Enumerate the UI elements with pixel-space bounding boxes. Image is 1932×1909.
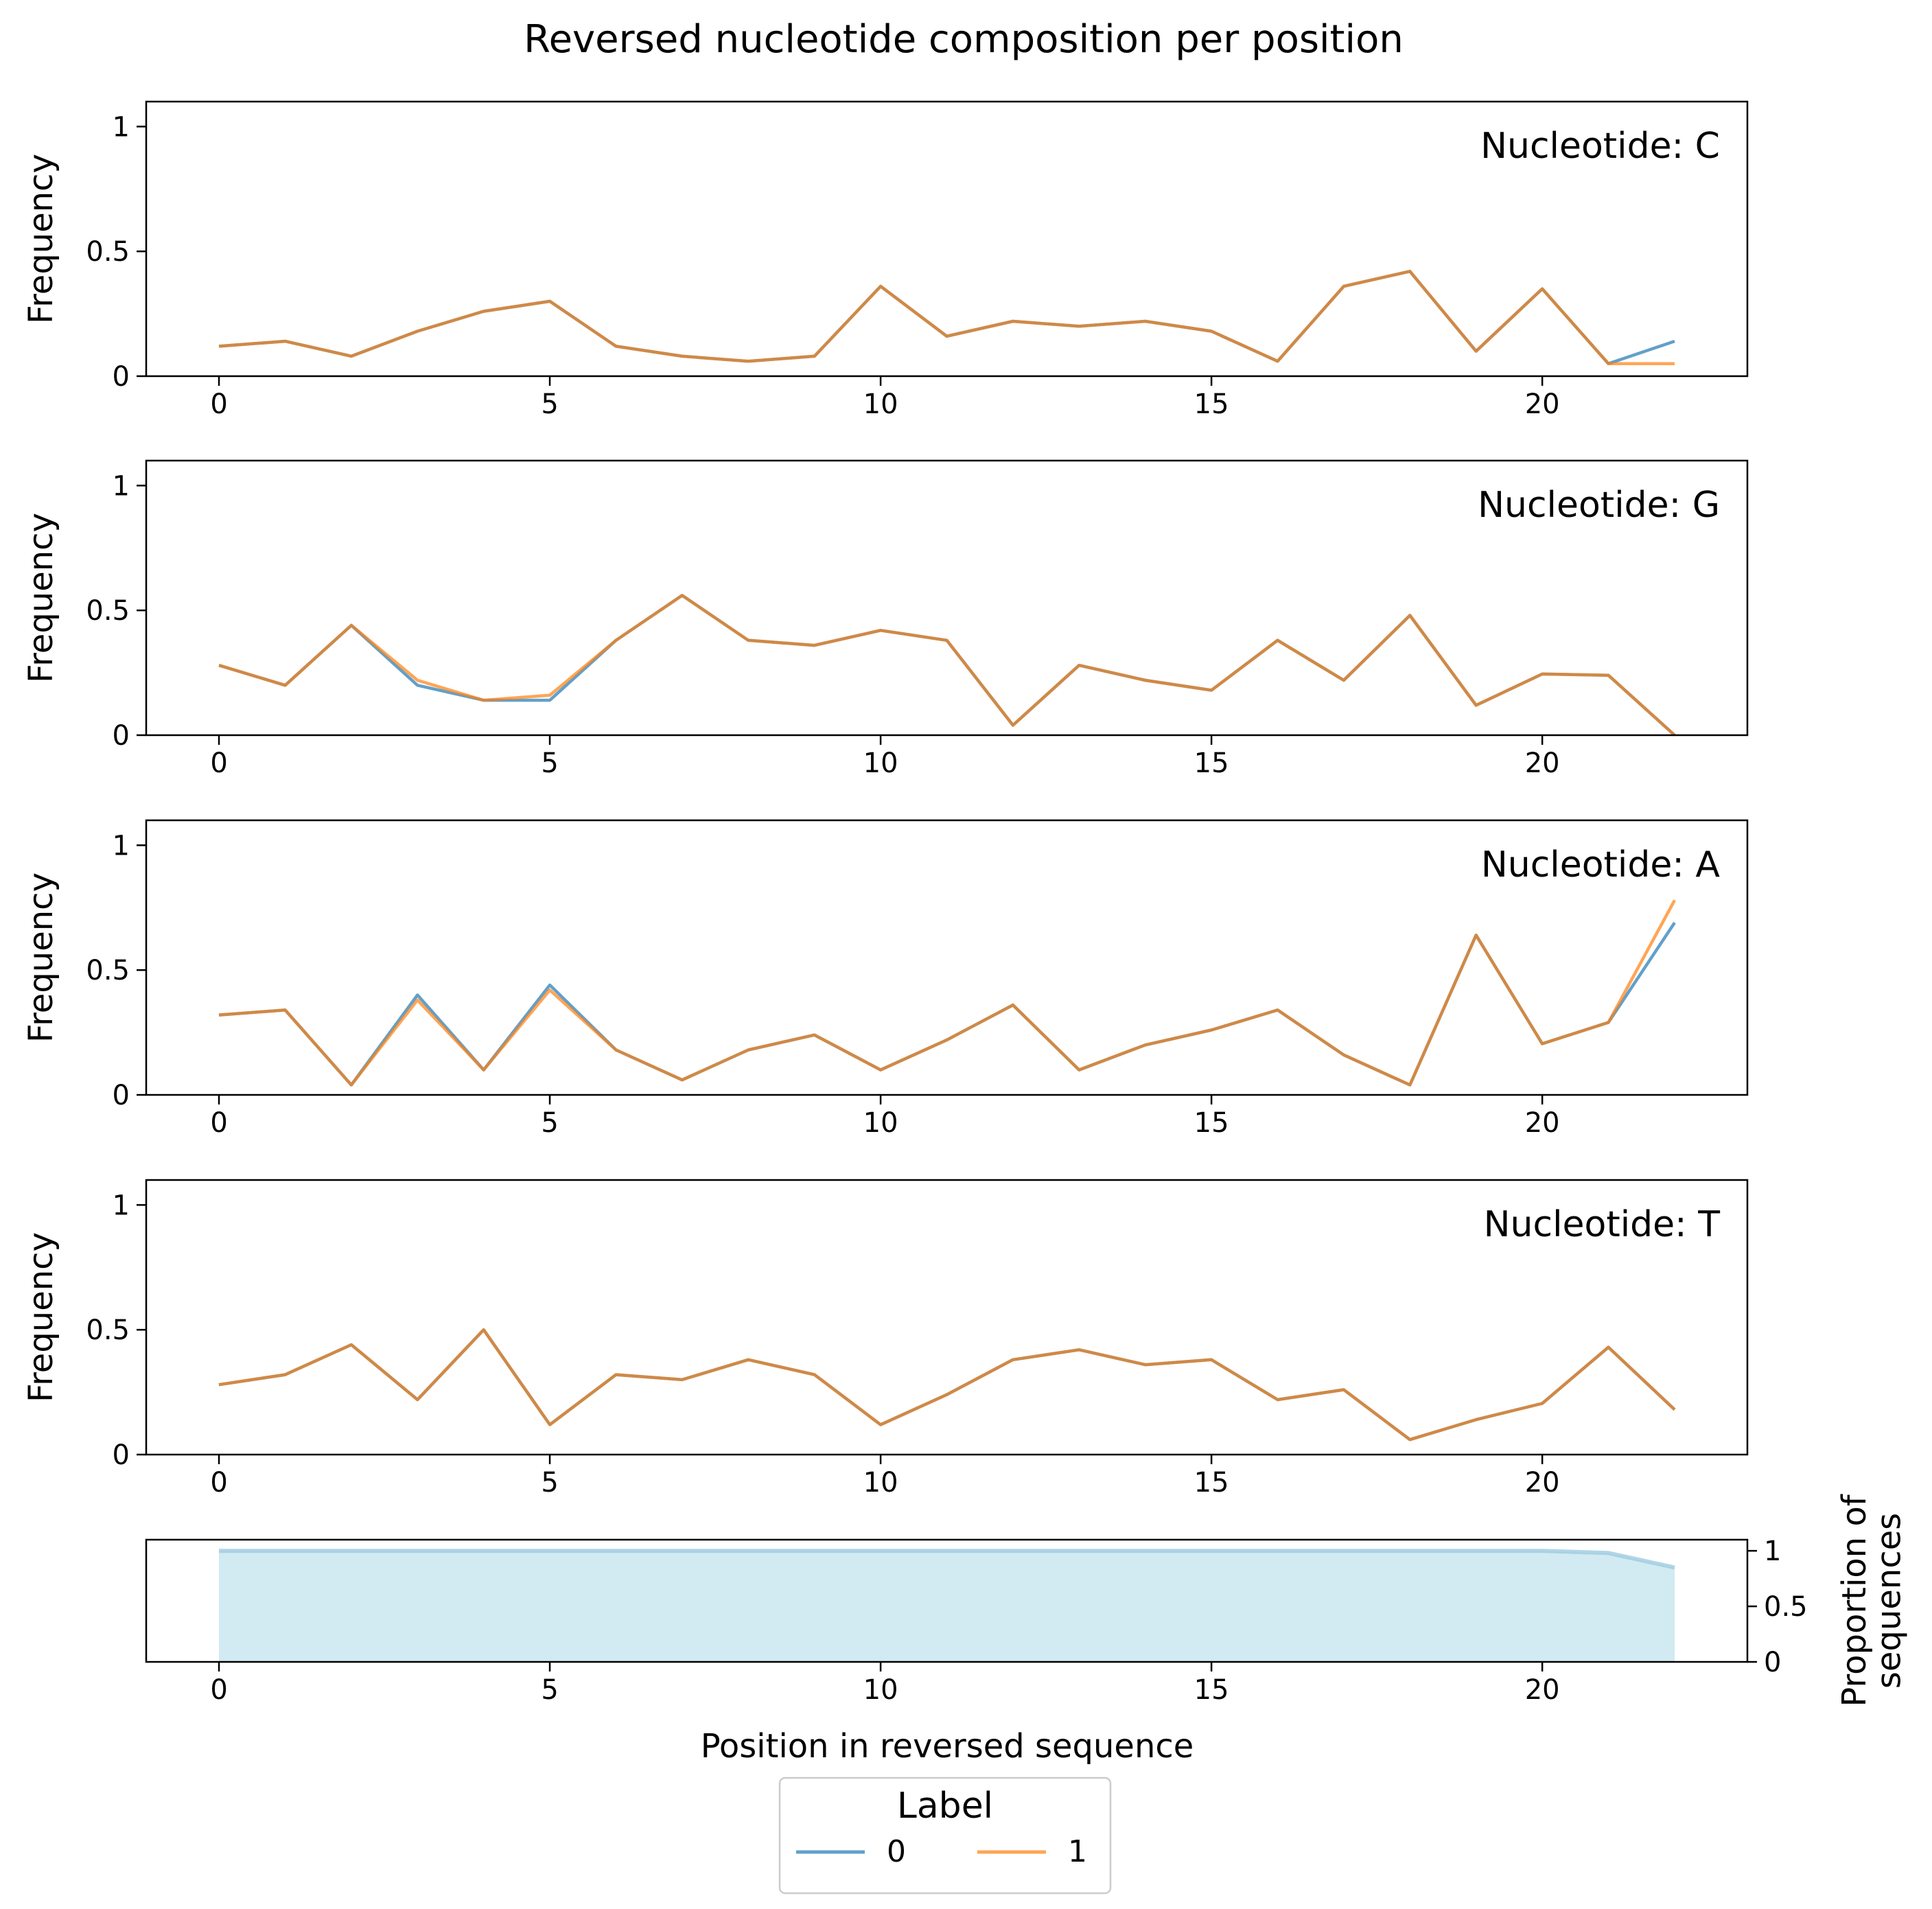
- panel-3-label: Nucleotide: A: [1481, 844, 1721, 886]
- panel-2-xtick-label-15: 15: [1194, 748, 1229, 779]
- panel-4-xtick-label-5: 5: [541, 1467, 558, 1499]
- panel-3-xtick-label-15: 15: [1194, 1107, 1229, 1139]
- coverage-y-axis-label-line-0: Proportion of: [1835, 1494, 1874, 1706]
- coverage-line: [219, 1549, 1675, 1570]
- coverage-ytick-label-2: 1: [1764, 1536, 1781, 1567]
- panel-1-xtick-label-10: 10: [863, 389, 898, 420]
- panel-3-xtick-label-20: 20: [1525, 1107, 1560, 1139]
- legend-title: Label: [897, 1785, 993, 1827]
- panel-3-series-0-line: [218, 921, 1676, 1087]
- panel-4-ytick-label-2: 1: [113, 1190, 130, 1221]
- panel-2-ytick-label-2: 1: [113, 470, 130, 502]
- coverage-area: [219, 1551, 1675, 1662]
- coverage-xtick-label-20: 20: [1525, 1674, 1560, 1706]
- panel-2-xtick-label-10: 10: [863, 748, 898, 779]
- panel-1-series-0-line: [218, 270, 1675, 366]
- panel-1-ytick-label-2: 1: [113, 111, 130, 143]
- panel-1-frame: [145, 100, 1749, 378]
- panel-2-y-axis-label: Frequency: [22, 513, 60, 683]
- panel-1-label: Nucleotide: C: [1480, 126, 1720, 167]
- coverage-y-axis-label: Proportion ofsequences: [1835, 1494, 1908, 1706]
- panel-4-frame: [145, 1179, 1749, 1456]
- panel-1-ytick-label-0: 0: [113, 361, 130, 393]
- panel-3-ytick-label-0: 0: [113, 1080, 130, 1111]
- panel-4-xtick-label-15: 15: [1194, 1467, 1229, 1499]
- panel-3-xtick-label-5: 5: [541, 1107, 558, 1139]
- panel-2-label: Nucleotide: G: [1478, 485, 1720, 526]
- panel-4-ytick-label-0: 0: [113, 1439, 130, 1471]
- legend: Label 0 1: [778, 1777, 1112, 1895]
- panel-3-series-1-line: [218, 899, 1676, 1087]
- panel-2-series-0-line: [218, 594, 1676, 737]
- chart-title: Reversed nucleotide composition per posi…: [524, 17, 1404, 62]
- panel-3-ytick-label-1: 0.5: [86, 955, 130, 986]
- panel-4-label: Nucleotide: T: [1484, 1204, 1721, 1245]
- panel-4-y-axis-label: Frequency: [22, 1232, 60, 1402]
- panel-4-series-1-line: [218, 1328, 1676, 1442]
- panel-2-xtick-label-5: 5: [541, 748, 558, 779]
- panel-4-xtick-label-20: 20: [1525, 1467, 1560, 1499]
- legend-entry-1: 1: [1068, 1834, 1087, 1869]
- coverage-y-axis-label-line-1: sequences: [1870, 1513, 1908, 1689]
- panel-2-xtick-label-0: 0: [210, 748, 227, 779]
- panel-3-xtick-label-0: 0: [210, 1107, 227, 1139]
- panel-2-xtick-label-20: 20: [1525, 748, 1560, 779]
- panel-3-xtick-label-10: 10: [863, 1107, 898, 1139]
- legend-box: [778, 1777, 1112, 1895]
- panel-1-ytick-label-1: 0.5: [86, 236, 130, 268]
- panel-1-series-1-line: [218, 270, 1675, 366]
- x-axis-label: Position in reversed sequence: [701, 1727, 1194, 1766]
- panel-3-ytick-label-2: 1: [113, 830, 130, 861]
- legend-entry-0: 0: [887, 1834, 906, 1869]
- panel-1-xtick-label-5: 5: [541, 389, 558, 420]
- coverage-xtick-label-10: 10: [863, 1674, 898, 1706]
- coverage-frame: [145, 1538, 1749, 1663]
- coverage-ytick-label-0: 0: [1764, 1647, 1781, 1678]
- panel-4-xtick-label-10: 10: [863, 1467, 898, 1499]
- panel-1-xtick-label-15: 15: [1194, 389, 1229, 420]
- panel-4-xtick-label-0: 0: [210, 1467, 227, 1499]
- panel-1-y-axis-label: Frequency: [22, 154, 60, 324]
- panel-1-xtick-label-20: 20: [1525, 389, 1560, 420]
- coverage-ytick-label-1: 0.5: [1764, 1591, 1808, 1623]
- coverage-xtick-label-15: 15: [1194, 1674, 1229, 1706]
- coverage-xtick-label-5: 5: [541, 1674, 558, 1706]
- panel-4-ytick-label-1: 0.5: [86, 1315, 130, 1346]
- panel-4-series-0-line: [218, 1328, 1676, 1442]
- panel-2-ytick-label-1: 0.5: [86, 595, 130, 627]
- panel-2-series-1-line: [218, 594, 1676, 737]
- panel-3-y-axis-label: Frequency: [22, 872, 60, 1043]
- panel-1-xtick-label-0: 0: [210, 389, 227, 420]
- coverage-xtick-label-0: 0: [210, 1674, 227, 1706]
- panel-2-frame: [145, 459, 1749, 737]
- panel-2-ytick-label-0: 0: [113, 720, 130, 752]
- panel-3-frame: [145, 819, 1749, 1096]
- coverage-panel: 00.510 5 10 15 20 Proportion ofsequences: [145, 1494, 1908, 1707]
